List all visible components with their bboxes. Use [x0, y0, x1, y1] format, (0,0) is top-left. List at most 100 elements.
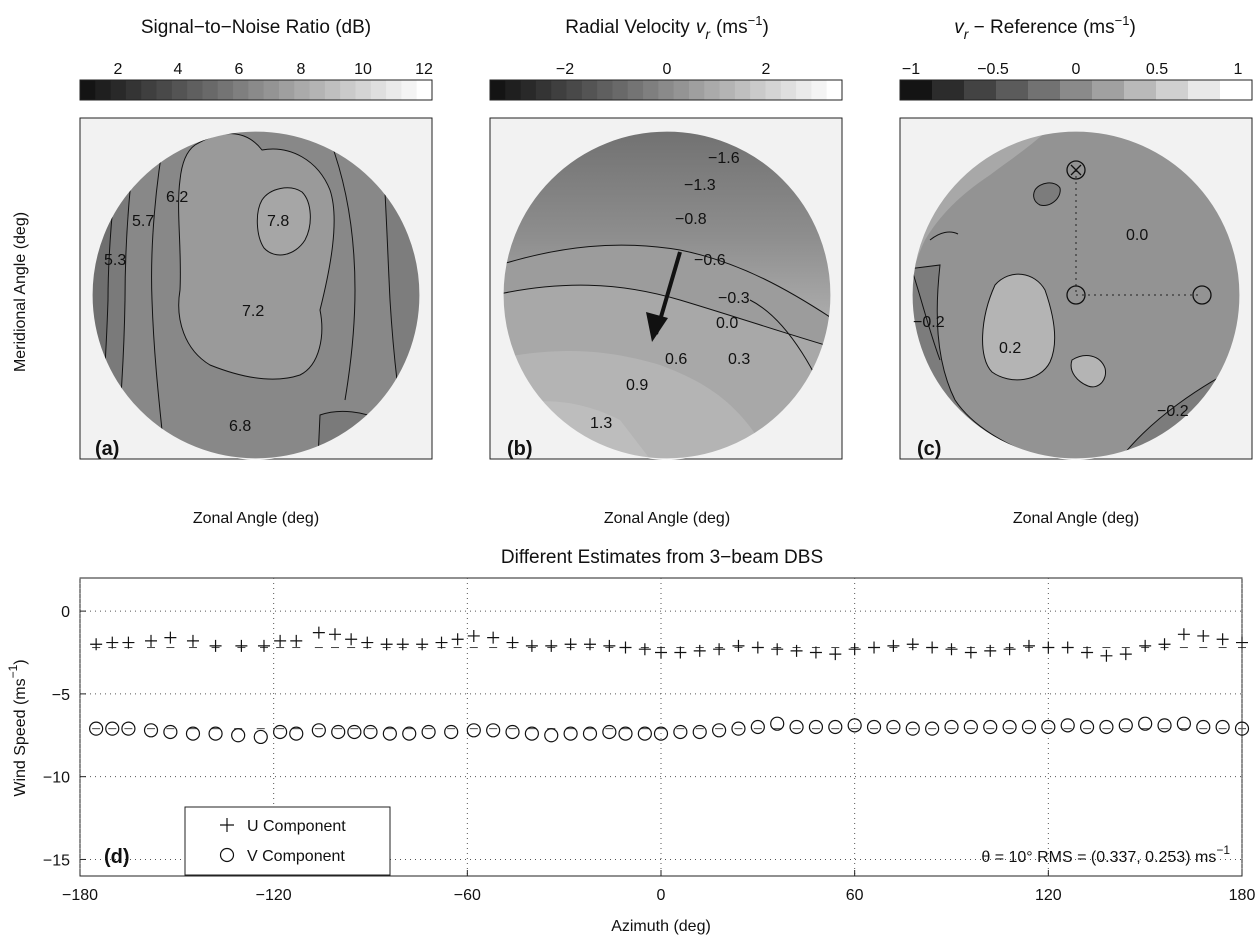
panel-a-colorbar-tick: 4	[174, 61, 183, 78]
colorbar-swatch	[187, 80, 203, 100]
panel-c-colorbar-tick: 0	[1072, 61, 1081, 78]
u-component-point	[564, 638, 577, 651]
colorbar-swatch	[612, 80, 629, 100]
panel-d-ylabel-text: Wind Speed (ms	[12, 678, 29, 796]
panel-c-title-unit-close: )	[1129, 17, 1135, 38]
colorbar-swatch	[1124, 80, 1157, 100]
panel-b-colorbar-tick: 0	[663, 61, 672, 78]
v-component-point	[1138, 716, 1153, 731]
u-component-point	[732, 639, 745, 652]
colorbar-swatch	[202, 80, 219, 100]
panel-b-title: Radial Velocity vr (ms−1)	[565, 13, 769, 42]
panel-d-series-u	[90, 626, 1248, 662]
u-component-point	[751, 641, 764, 654]
panel-c-title-symbol: v	[954, 17, 965, 38]
v-component-point	[347, 724, 362, 740]
v-component-point	[808, 719, 824, 735]
panel-a-label: (a)	[95, 438, 119, 460]
colorbar-swatch	[597, 80, 613, 100]
u-component-point	[984, 644, 997, 657]
panel-a-contour-label: 7.2	[242, 303, 264, 320]
colorbar-swatch	[156, 80, 173, 100]
u-component-point	[1197, 629, 1210, 642]
u-component-point	[380, 638, 393, 651]
panel-a-colorbar: 2 4 6 8 10 12	[79, 61, 433, 101]
u-component-point	[790, 644, 803, 657]
colorbar-swatch	[704, 80, 721, 100]
panel-d-annotation-text: θ = 10° RMS = (0.337, 0.253) ms	[981, 849, 1216, 866]
colorbar-swatch	[355, 80, 372, 100]
panel-b-colorbar-tick: −2	[556, 61, 574, 78]
colorbar-swatch	[278, 80, 295, 100]
panel-b-colorbar: −2 0 2	[489, 61, 843, 101]
panel-b-contour-label: −1.6	[708, 150, 740, 167]
panel-c-contour-label: −0.2	[1157, 403, 1189, 420]
u-component-point	[809, 646, 822, 659]
panel-b-xlabel: Zonal Angle (deg)	[604, 510, 730, 527]
u-component-point	[451, 633, 464, 646]
panel-a-xlabel: Zonal Angle (deg)	[193, 510, 319, 527]
panel-d-legend: U Component V Component	[184, 806, 391, 876]
colorbar-swatch	[964, 80, 997, 100]
v-component-point	[673, 724, 688, 740]
panel-a: Signal−to−Noise Ratio (dB) 2 4 6 8 10 12	[12, 17, 433, 527]
colorbar-swatch	[535, 80, 552, 100]
u-component-point	[583, 638, 596, 651]
panel-c-contour-label: 0.2	[999, 340, 1021, 357]
u-component-point	[164, 631, 177, 644]
y-tick-label: 0	[61, 604, 70, 621]
u-component-point	[713, 643, 726, 656]
v-component-point	[163, 724, 178, 740]
u-component-point	[1216, 633, 1229, 646]
colorbar-swatch	[309, 80, 326, 100]
v-component-point	[105, 721, 120, 736]
v-component-point	[1196, 719, 1211, 735]
colorbar-swatch	[125, 80, 142, 100]
panel-b-title-symbol: v	[696, 17, 707, 38]
panel-a-title: Signal−to−Noise Ratio (dB)	[141, 17, 371, 38]
colorbar-swatch	[1028, 80, 1061, 100]
panel-b-contour-label: −0.8	[675, 211, 707, 228]
v-component-point	[363, 724, 378, 740]
u-component-point	[328, 628, 341, 641]
u-component-point	[361, 636, 374, 649]
v-component-point	[1079, 719, 1095, 735]
panel-d-ylabel-close: )	[12, 659, 29, 664]
panel-b-contour-label: 0.3	[728, 351, 750, 368]
panel-c-contour-label: 0.0	[1126, 227, 1148, 244]
panel-c-title-unit-exp: −1	[1115, 13, 1130, 28]
legend-u-label: U Component	[247, 818, 346, 835]
panel-b-contour-label: 0.0	[716, 315, 738, 332]
v-component-point	[963, 719, 978, 735]
u-component-point	[906, 638, 919, 651]
colorbar-swatch	[1156, 80, 1189, 100]
panel-d-y-ticks: −15 −10 −5 0	[43, 604, 86, 869]
v-component-point	[731, 721, 746, 736]
u-component-point	[964, 646, 977, 659]
v-component-point	[618, 726, 633, 741]
colorbar-swatch	[233, 80, 249, 100]
u-component-point	[525, 639, 538, 652]
panel-b-title-unit-close: )	[762, 17, 768, 38]
colorbar-swatch	[750, 80, 766, 100]
panel-a-colorbar-tick: 10	[354, 61, 372, 78]
u-component-point	[945, 643, 958, 656]
u-component-point	[868, 641, 881, 654]
colorbar-swatch	[171, 80, 188, 100]
colorbar-swatch	[1092, 80, 1125, 100]
u-component-point	[257, 639, 270, 652]
colorbar-swatch	[566, 80, 583, 100]
u-component-point	[1236, 636, 1248, 649]
v-component-point	[1234, 721, 1250, 736]
x-tick-label: 0	[657, 887, 666, 904]
v-component-point	[711, 723, 727, 738]
panel-b-contour-label: −0.6	[694, 252, 726, 269]
colorbar-swatch	[796, 80, 812, 100]
colorbar-swatch	[95, 80, 112, 100]
v-component-point	[1099, 719, 1114, 735]
panel-a-colorbar-swatches	[80, 80, 433, 100]
v-component-point	[121, 721, 136, 736]
u-component-point	[1022, 639, 1035, 652]
x-tick-label: −180	[62, 887, 98, 904]
panel-b-contour-label: 0.9	[626, 377, 648, 394]
